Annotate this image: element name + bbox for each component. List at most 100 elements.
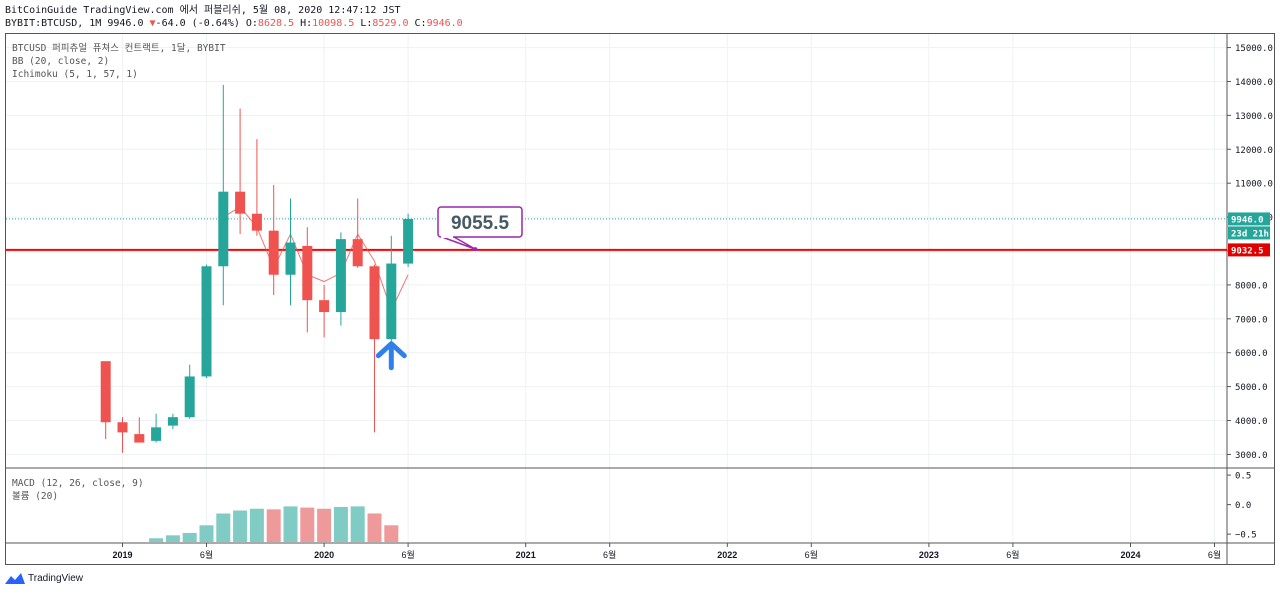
- countdown-tag-bg: [1228, 226, 1270, 240]
- time-tick-label: 2019: [112, 550, 132, 560]
- change-value: -64.0 (-0.64%): [155, 18, 240, 29]
- price-tick-label: 11000.0: [1235, 180, 1273, 190]
- candle: [386, 235, 397, 348]
- candle: [352, 198, 363, 268]
- candle: [319, 284, 330, 338]
- candle: [151, 413, 162, 443]
- tradingview-logo-icon: [5, 573, 25, 584]
- price-tick-label: 8000.0: [1235, 281, 1268, 291]
- legend-bb[interactable]: BB (20, close, 2): [12, 56, 110, 67]
- legend-title[interactable]: BTCUSD 퍼피츄얼 퓨쳐스 컨트랙트, 1달, BYBIT: [12, 43, 226, 54]
- candle-body: [386, 263, 397, 340]
- close-value: 9946.0: [426, 18, 463, 29]
- low-label: L:: [360, 18, 373, 29]
- candle: [251, 139, 262, 236]
- candle-body: [151, 427, 162, 441]
- time-tick-label: 6월: [1208, 549, 1221, 560]
- callout-joint: [441, 234, 453, 238]
- countdown-tag: 23d 21h: [1231, 229, 1269, 239]
- candle: [201, 264, 212, 379]
- price-tick-label: 12000.0: [1235, 146, 1273, 156]
- macd-tick-label: −0.5: [1235, 531, 1257, 541]
- callout-pointer: [441, 236, 476, 250]
- candle: [285, 198, 296, 306]
- candle-body: [369, 266, 380, 340]
- macd-histogram-bar: [384, 525, 399, 542]
- legend-ichimoku[interactable]: Ichimoku (5, 1, 57, 1): [12, 69, 138, 80]
- macd-histogram-bar: [367, 513, 382, 542]
- ohlc-status-line: BYBIT:BTCUSD, 1M 9946.0 ▼-64.0 (-0.64%) …: [5, 18, 463, 30]
- macd-tick-label: 0.5: [1235, 472, 1251, 482]
- price-tick-label: 14000.0: [1235, 78, 1273, 88]
- candle-body: [285, 242, 296, 275]
- callout-box: [437, 206, 523, 238]
- candle: [335, 232, 346, 326]
- open-label: O:: [245, 18, 258, 29]
- time-tick-label: 2022: [717, 550, 737, 560]
- high-label: H:: [300, 18, 313, 29]
- time-tick-label: 2024: [1120, 550, 1140, 560]
- candle: [100, 361, 111, 440]
- candle-body: [235, 191, 246, 214]
- macd-histogram-bar: [182, 532, 197, 542]
- time-tick-label: 6월: [401, 549, 414, 560]
- high-value: 10098.5: [312, 18, 355, 29]
- candle: [302, 227, 313, 333]
- candle-body: [319, 300, 330, 313]
- time-tick-label: 2020: [314, 550, 334, 560]
- candle-body: [218, 191, 229, 267]
- callout-value: 9055.5: [451, 213, 510, 234]
- symbol-label: BYBIT:BTCUSD, 1M 9946.0: [5, 18, 144, 29]
- price-tick-label: 7000.0: [1235, 315, 1268, 325]
- level-price-tag-bg: [1228, 243, 1270, 257]
- macd-histogram-bar: [233, 510, 248, 542]
- macd-histogram-bar: [149, 538, 164, 542]
- candle: [218, 84, 229, 306]
- legend-macd[interactable]: MACD (12, 26, close, 9): [12, 478, 144, 489]
- macd-tick-label: 0.0: [1235, 501, 1251, 511]
- time-tick-label: 6월: [200, 549, 213, 560]
- chart-frame[interactable]: [5, 33, 1275, 565]
- macd-histogram-bar: [216, 513, 231, 542]
- candle: [369, 264, 380, 433]
- price-tick-label: 5000.0: [1235, 383, 1268, 393]
- tradingview-logo[interactable]: TradingView: [5, 572, 83, 584]
- legend-volume[interactable]: 볼륨 (20): [12, 491, 59, 502]
- change-down-icon: ▼: [149, 18, 156, 29]
- candle-body: [134, 434, 145, 443]
- macd-histogram-bar: [283, 506, 298, 542]
- candle: [184, 364, 195, 419]
- candle: [268, 184, 279, 296]
- candle-body: [403, 218, 414, 264]
- time-tick-label: 6월: [1006, 549, 1019, 560]
- candle-body: [352, 239, 363, 267]
- time-tick-label: 6월: [805, 549, 818, 560]
- close-label: C:: [414, 18, 427, 29]
- macd-histogram-bar: [249, 508, 264, 542]
- macd-histogram-bar: [350, 506, 365, 542]
- candle-body: [201, 266, 212, 377]
- candle-body: [302, 245, 313, 301]
- candle: [235, 108, 246, 235]
- candle-body: [184, 376, 195, 418]
- price-tick-label: 3000.0: [1235, 451, 1268, 461]
- callout-anchor: [473, 247, 478, 252]
- tradingview-brand: TradingView: [28, 572, 84, 584]
- macd-histogram-bar: [317, 508, 332, 542]
- macd-histogram-bar: [300, 507, 315, 542]
- time-tick-label: 6월: [603, 549, 616, 560]
- price-tick-label: 4000.0: [1235, 417, 1268, 427]
- published-caption: BitCoinGuide TradingView.com 에서 퍼블리쉬, 5월…: [5, 5, 401, 16]
- low-value: 8529.0: [372, 18, 409, 29]
- candle-body: [100, 361, 111, 423]
- price-tick-label: 6000.0: [1235, 349, 1268, 359]
- candle-body: [335, 239, 346, 313]
- candle-body: [268, 230, 279, 275]
- time-tick-label: 2023: [919, 550, 939, 560]
- last-price-tag: 9946.0: [1231, 215, 1264, 225]
- price-tick-label: 15000.0: [1235, 44, 1273, 54]
- macd-histogram-bar: [266, 509, 281, 542]
- macd-histogram-bar: [165, 535, 180, 542]
- price-tick-label: 13000.0: [1235, 112, 1273, 122]
